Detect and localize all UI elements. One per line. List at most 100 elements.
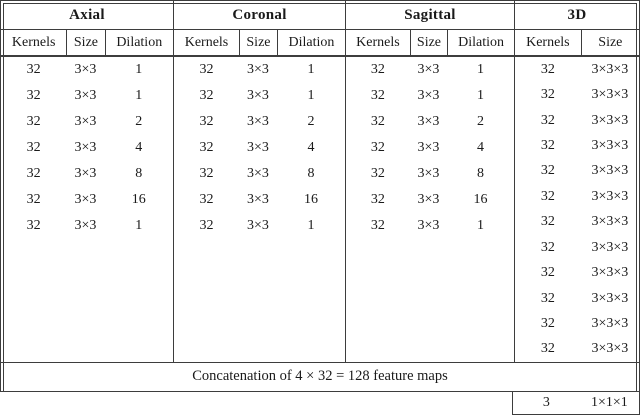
cell-kernels: 32 <box>199 62 214 77</box>
cell-kernels: 32 <box>370 88 385 103</box>
column-header-size: Size <box>238 30 277 55</box>
column-header-kernels: Kernels <box>526 35 570 50</box>
cell-dilation: 1 <box>307 88 315 103</box>
cell-size: 3×3×3 <box>591 61 629 77</box>
cell-kernels: 32 <box>540 188 555 204</box>
cell-size: 3×3 <box>74 88 97 103</box>
cell-kernels: 32 <box>540 290 555 306</box>
table-row: 32 3×3 1 <box>174 57 345 83</box>
table-row: 32 3×3 8 <box>1 161 173 187</box>
table-row: 32 3×3 16 <box>1 187 173 213</box>
cell-kernels: 3 <box>542 395 550 410</box>
cell-dilation: 8 <box>307 166 315 181</box>
section-rows: 32 3×3 1 32 3×3 1 32 3×3 2 32 3×3 4 32 3×3 8 32 3×3 16 32 3… <box>174 57 345 362</box>
table-row: 32 3×3 2 <box>1 109 173 135</box>
cell-kernels: 32 <box>199 192 214 207</box>
cell-size: 3×3×3 <box>591 214 629 230</box>
cell-size: 3×3 <box>246 218 269 233</box>
table-row: 32 3×3 16 <box>346 187 514 213</box>
table-row: 32 3×3 1 <box>1 213 173 239</box>
table-row: 32 3×3×3 <box>515 133 639 158</box>
cell-size: 3×3 <box>246 192 269 207</box>
section-rows: 32 3×3 1 32 3×3 1 32 3×3 2 32 3×3 4 32 3×3 8 32 3×3 16 32 3… <box>1 57 173 362</box>
table-row: 32 3×3 4 <box>1 135 173 161</box>
output-layer-row: 3 1×1×1 <box>512 392 640 415</box>
column-header-kernels: Kernels <box>11 35 56 50</box>
table-row: 32 3×3 1 <box>346 213 514 239</box>
subheader-row: Kernels Size Dilation <box>174 30 345 57</box>
cell-kernels: 32 <box>199 114 214 129</box>
table-sections: Axial Kernels Size Dilation 32 3×3 1 32 3×3 1 32… <box>1 1 639 362</box>
table-row: 32 3×3 1 <box>1 57 173 83</box>
cell-size: 3×3×3 <box>591 112 629 128</box>
table-row: 32 3×3 8 <box>174 161 345 187</box>
cell-size: 3×3 <box>74 166 97 181</box>
cell-size: 3×3 <box>246 88 269 103</box>
cell-dilation: 16 <box>303 192 318 207</box>
cell-size: 3×3×3 <box>591 265 629 281</box>
cell-dilation: 16 <box>131 192 146 207</box>
cell-kernels: 32 <box>540 265 555 281</box>
column-header-dilation: Dilation <box>104 30 173 55</box>
table-row: 32 3×3 1 <box>346 57 514 83</box>
table-row: 32 3×3 2 <box>174 109 345 135</box>
cell-dilation: 1 <box>135 88 143 103</box>
cell-kernels: 32 <box>540 163 555 179</box>
column-header-size: Size <box>409 30 447 55</box>
table-row: 32 3×3 2 <box>346 109 514 135</box>
cell-kernels: 32 <box>540 341 555 357</box>
cell-kernels: 32 <box>370 192 385 207</box>
section-axial: Axial Kernels Size Dilation 32 3×3 1 32 3×3 1 32… <box>1 1 173 362</box>
cell-dilation: 1 <box>135 218 143 233</box>
section-title: Coronal <box>174 1 345 30</box>
cell-size: 3×3 <box>417 114 440 129</box>
cell-kernels: 32 <box>26 192 41 207</box>
cell-dilation: 4 <box>477 140 485 155</box>
cell-size: 3×3 <box>417 62 440 77</box>
section-3d: 3D Kernels Size 32 3×3×3 32 3×3×3 32 3×3×3 32 3×… <box>514 1 639 362</box>
cell-kernels: 32 <box>540 214 555 230</box>
column-header-dilation: Dilation <box>447 30 514 55</box>
cell-kernels: 32 <box>26 114 41 129</box>
column-header-kernels: Kernels <box>356 35 400 50</box>
cell-kernels: 32 <box>26 166 41 181</box>
table-row: 32 3×3×3 <box>515 159 639 184</box>
table-row: 32 3×3×3 <box>515 337 639 362</box>
cell-kernels: 32 <box>199 88 214 103</box>
cell-size: 3×3 <box>246 114 269 129</box>
cell-size: 3×3 <box>417 166 440 181</box>
cell-size: 3×3×3 <box>591 239 629 255</box>
table-row: 32 3×3×3 <box>515 235 639 260</box>
cell-size: 3×3 <box>417 88 440 103</box>
cell-kernels: 32 <box>199 166 214 181</box>
table-row: 32 3×3×3 <box>515 82 639 107</box>
cell-dilation: 1 <box>307 218 315 233</box>
table-row: 32 3×3 1 <box>346 83 514 109</box>
cell-kernels: 32 <box>370 166 385 181</box>
subheader-row: Kernels Size <box>515 30 639 57</box>
column-header-kernels: Kernels <box>184 35 229 50</box>
table-row: 32 3×3 4 <box>174 135 345 161</box>
cell-size: 3×3×3 <box>591 163 629 179</box>
table-row: 32 3×3×3 <box>515 311 639 336</box>
cell-dilation: 16 <box>473 192 488 207</box>
architecture-table: Axial Kernels Size Dilation 32 3×3 1 32 3×3 1 32… <box>0 0 640 392</box>
cell-dilation: 8 <box>135 166 143 181</box>
cell-size: 3×3 <box>246 140 269 155</box>
table-row: 32 3×3×3 <box>515 57 639 82</box>
cell-dilation: 1 <box>135 62 143 77</box>
column-header-size: Size <box>66 30 104 55</box>
cell-kernels: 32 <box>540 315 555 331</box>
cell-dilation: 8 <box>477 166 485 181</box>
column-header-dilation: Dilation <box>276 30 345 55</box>
cell-kernels: 32 <box>26 218 41 233</box>
cell-dilation: 1 <box>477 218 485 233</box>
cell-kernels: 32 <box>26 88 41 103</box>
cell-size: 3×3 <box>74 192 97 207</box>
section-sagittal: Sagittal Kernels Size Dilation 32 3×3 1 32 3×3… <box>345 1 514 362</box>
table-row: 32 3×3 4 <box>346 135 514 161</box>
column-header-size: Size <box>580 30 639 55</box>
cell-size: 3×3 <box>246 166 269 181</box>
section-rows: 32 3×3×3 32 3×3×3 32 3×3×3 32 3×3×3 32 3×3×3 32 3×3… <box>515 57 639 362</box>
cell-size: 3×3 <box>246 62 269 77</box>
